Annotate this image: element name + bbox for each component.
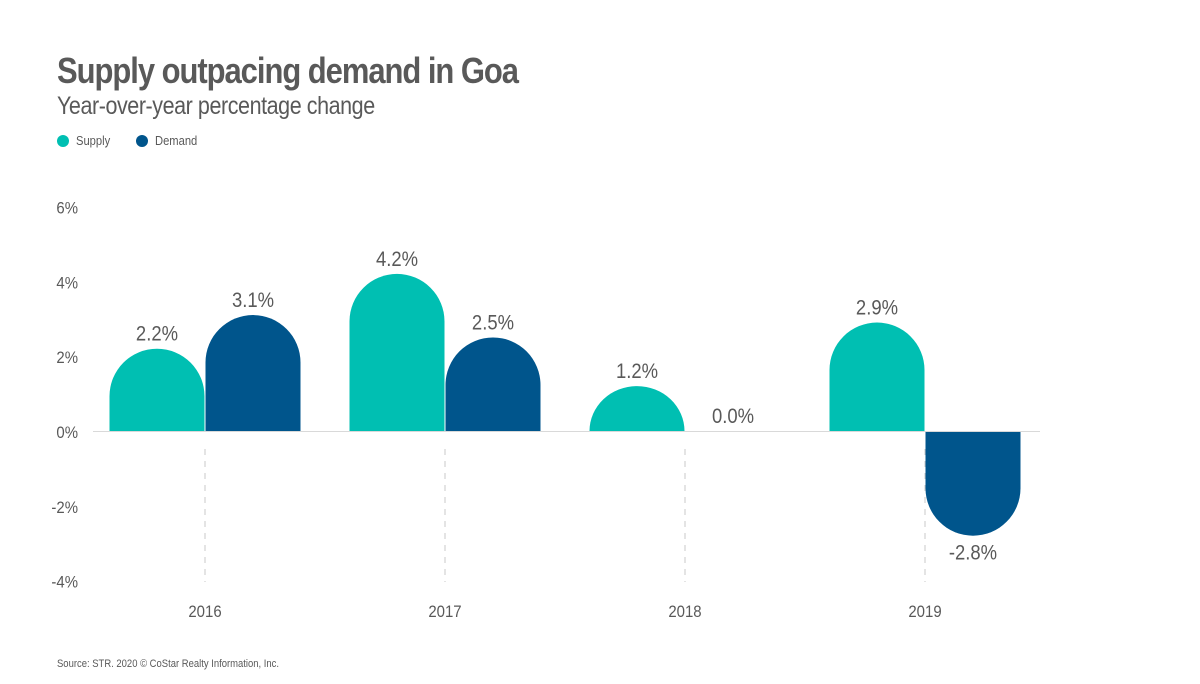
chart-subtitle: Year-over-year percentage change (57, 92, 375, 120)
bar-demand (445, 337, 541, 431)
y-tick-label: 6% (56, 200, 78, 218)
data-label: 2.2% (136, 323, 178, 346)
bar-supply (349, 273, 445, 431)
y-tick-label: 0% (56, 424, 78, 442)
legend-label-demand: Demand (154, 133, 198, 148)
data-label: -2.8% (949, 542, 997, 565)
x-tick-label: 2018 (668, 603, 701, 621)
data-label: 2.5% (472, 311, 514, 334)
legend-swatch-demand (135, 134, 148, 147)
bar-supply (589, 386, 685, 431)
legend-label-supply: Supply (76, 133, 111, 148)
legend-item-demand: Demand (135, 133, 204, 148)
bar-supply (829, 322, 925, 431)
x-tick-label: 2017 (428, 603, 461, 621)
y-tick-label: -4% (51, 574, 78, 592)
bar-demand (925, 431, 1021, 536)
data-label: 3.1% (232, 289, 274, 312)
bar-supply (109, 348, 205, 431)
chart-title: Supply outpacing demand in Goa (57, 50, 519, 91)
legend: Supply Demand (57, 133, 224, 148)
x-tick-label: 2016 (188, 603, 221, 621)
legend-item-supply: Supply (57, 133, 116, 148)
data-label: 4.2% (376, 248, 418, 271)
y-tick-label: 4% (56, 275, 78, 293)
y-tick-label: -2% (51, 499, 78, 517)
data-label: 1.2% (616, 360, 658, 383)
source-note: Source: STR. 2020 © CoStar Realty Inform… (57, 658, 280, 670)
data-label: 2.9% (856, 296, 898, 319)
bar-demand (205, 315, 301, 431)
data-label: 0.0% (712, 405, 754, 428)
y-tick-label: 2% (56, 349, 78, 367)
x-tick-label: 2019 (908, 603, 941, 621)
legend-swatch-supply (57, 134, 69, 147)
